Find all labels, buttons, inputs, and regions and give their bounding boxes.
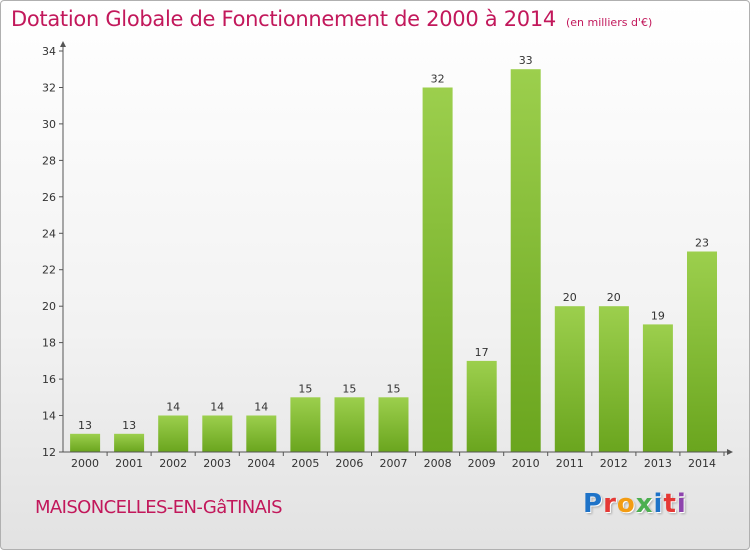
- x-tick-label-2004: 2004: [247, 457, 275, 470]
- x-tick-label-2006: 2006: [335, 457, 363, 470]
- x-tick-label-2008: 2008: [424, 457, 452, 470]
- y-axis-arrow: [60, 41, 66, 47]
- y-tick-label-28: 28: [42, 154, 56, 167]
- y-tick-label-30: 30: [42, 118, 56, 131]
- chart-frame: Dotation Globale de Fonctionnement de 20…: [0, 0, 750, 550]
- y-tick-label-22: 22: [42, 264, 56, 277]
- data-label-2012: 20: [607, 291, 621, 304]
- bar-2006: [335, 397, 365, 452]
- y-tick-label-24: 24: [42, 227, 56, 240]
- proxiti-logo: Proxiti: [583, 489, 687, 529]
- x-tick-label-2009: 2009: [468, 457, 496, 470]
- data-label-2005: 15: [298, 382, 312, 395]
- x-tick-label-2003: 2003: [203, 457, 231, 470]
- logo-letter: o: [617, 489, 636, 519]
- logo-letter: i: [654, 489, 664, 519]
- bar-2013: [643, 324, 673, 452]
- data-label-2009: 17: [475, 346, 489, 359]
- bar-2001: [114, 434, 144, 452]
- logo-letter: i: [677, 489, 687, 519]
- x-tick-label-2013: 2013: [644, 457, 672, 470]
- data-label-2002: 14: [166, 401, 180, 414]
- y-tick-label-34: 34: [42, 45, 56, 58]
- x-tick-label-2000: 2000: [71, 457, 99, 470]
- bar-2005: [290, 397, 320, 452]
- bars-layer: 13 13 14 14 14 15 15 15 32 17 33 20 20 19 23: [70, 54, 717, 452]
- y-tick-label-26: 26: [42, 191, 56, 204]
- data-label-2014: 23: [695, 237, 709, 250]
- y-tick-label-16: 16: [42, 373, 56, 386]
- data-label-2003: 14: [210, 401, 224, 414]
- bar-2010: [511, 69, 541, 452]
- logo-letter: t: [663, 489, 676, 519]
- data-label-2007: 15: [387, 382, 401, 395]
- x-tick-label-2010: 2010: [512, 457, 540, 470]
- bar-2012: [599, 306, 629, 452]
- logo-letter: r: [603, 489, 617, 519]
- municipality-name: MAISONCELLES-EN-GâTINAIS: [35, 497, 282, 518]
- data-label-2004: 14: [254, 401, 268, 414]
- x-tick-label-2005: 2005: [291, 457, 319, 470]
- data-label-2000: 13: [78, 419, 92, 432]
- bar-2011: [555, 306, 585, 452]
- data-label-2001: 13: [122, 419, 136, 432]
- bar-2002: [158, 416, 188, 453]
- y-tick-label-32: 32: [42, 82, 56, 95]
- bar-2014: [687, 252, 717, 453]
- bar-2004: [246, 416, 276, 453]
- logo-letter: x: [636, 489, 654, 519]
- bar-2000: [70, 434, 100, 452]
- y-tick-label-14: 14: [42, 410, 56, 423]
- bar-2007: [379, 397, 409, 452]
- x-axis-arrow: [727, 449, 733, 455]
- x-tick-label-2011: 2011: [556, 457, 584, 470]
- data-label-2008: 32: [431, 73, 445, 86]
- y-tick-label-12: 12: [42, 446, 56, 459]
- data-label-2010: 33: [519, 54, 533, 67]
- x-tick-label-2014: 2014: [688, 457, 716, 470]
- x-tick-label-2012: 2012: [600, 457, 628, 470]
- bar-2009: [467, 361, 497, 452]
- logo-letter: P: [583, 489, 603, 519]
- x-tick-label-2001: 2001: [115, 457, 143, 470]
- data-label-2006: 15: [342, 382, 356, 395]
- y-tick-label-18: 18: [42, 337, 56, 350]
- data-label-2011: 20: [563, 291, 577, 304]
- bar-2008: [423, 88, 453, 453]
- y-tick-label-20: 20: [42, 300, 56, 313]
- bar-2003: [202, 416, 232, 453]
- x-tick-label-2002: 2002: [159, 457, 187, 470]
- data-label-2013: 19: [651, 309, 665, 322]
- x-tick-label-2007: 2007: [380, 457, 408, 470]
- bar-chart: 13 13 14 14 14 15 15 15 32 17 33 20 20 19 23 2000 2001 2…: [1, 1, 750, 550]
